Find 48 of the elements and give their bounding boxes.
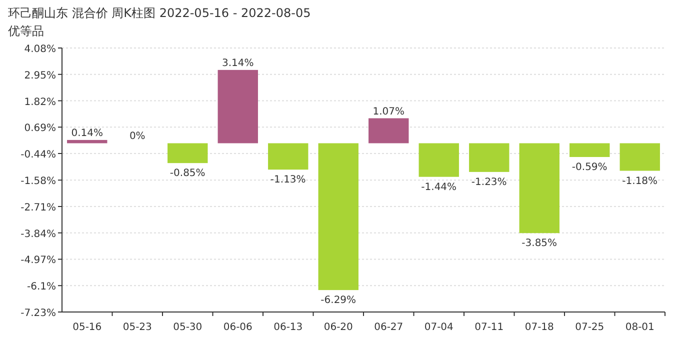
data-label: -0.59% <box>572 162 608 174</box>
bar <box>67 140 108 144</box>
bar <box>218 70 258 144</box>
x-tick-label: 05-30 <box>173 322 202 333</box>
y-tick-label: -6.1% <box>26 282 56 293</box>
x-tick-label: 08-01 <box>625 322 654 333</box>
y-tick-label: -4.97% <box>20 255 56 266</box>
data-label: 0% <box>129 131 146 142</box>
y-tick-label: 4.08% <box>24 44 56 55</box>
data-label: -1.23% <box>471 176 507 188</box>
bar <box>570 143 610 158</box>
data-label: 1.07% <box>372 106 405 118</box>
x-tick-label: 06-06 <box>223 322 252 333</box>
data-label: -1.44% <box>421 182 457 193</box>
data-label: -6.29% <box>320 295 356 306</box>
bar <box>318 143 358 290</box>
y-tick-label: -3.84% <box>20 228 56 240</box>
x-tick-label: 06-27 <box>374 322 404 333</box>
y-tick-label: 2.95% <box>24 70 56 82</box>
y-tick-label: -1.58% <box>20 176 56 188</box>
data-label: 3.14% <box>222 58 254 69</box>
x-tick-label: 07-25 <box>575 322 604 333</box>
bar <box>168 143 208 164</box>
data-label: -0.85% <box>170 168 206 180</box>
y-tick-label: -2.71% <box>20 202 56 214</box>
bar <box>519 143 560 234</box>
bar <box>620 143 660 171</box>
bar <box>418 143 459 177</box>
chart-title: 环己酮山东 混合价 周K柱图 2022-05-16 - 2022-08-05 <box>8 6 311 20</box>
bar <box>368 118 409 144</box>
x-tick-label: 05-23 <box>122 322 152 333</box>
x-tick-label: 07-11 <box>474 322 504 333</box>
data-label: -1.18% <box>622 176 658 187</box>
bar <box>469 143 510 172</box>
y-tick-label: -0.44% <box>20 150 56 161</box>
data-label: -3.85% <box>522 238 558 250</box>
data-label: 0.14% <box>71 128 104 139</box>
x-tick-label: 07-04 <box>424 322 454 333</box>
y-tick-label: 0.69% <box>24 123 56 134</box>
y-tick-label: -7.23% <box>20 308 56 319</box>
data-label: -1.13% <box>270 174 306 186</box>
x-tick-label: 06-13 <box>274 322 303 333</box>
x-tick-label: 05-16 <box>72 322 102 333</box>
bar <box>268 143 308 170</box>
x-tick-label: 06-20 <box>324 322 353 333</box>
chart-subtitle: 优等品 <box>8 24 44 38</box>
x-tick-label: 07-18 <box>524 322 554 333</box>
y-tick-label: 1.82% <box>24 96 56 108</box>
